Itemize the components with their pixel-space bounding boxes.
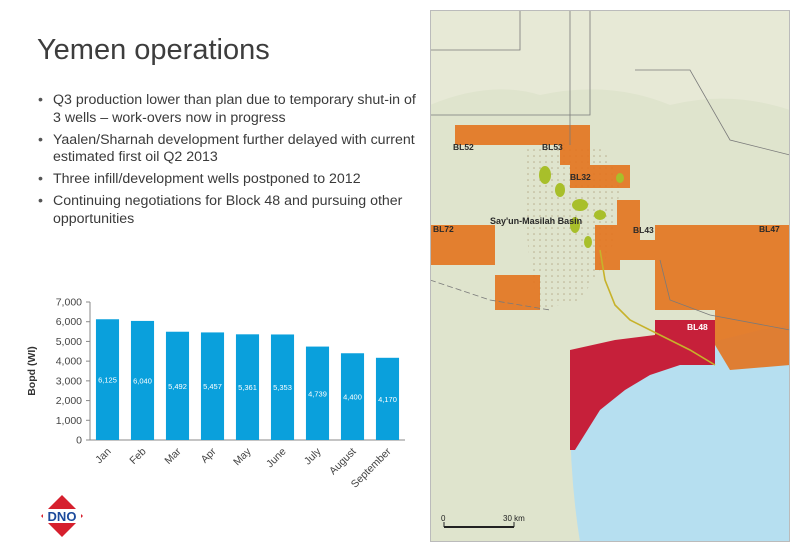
block-label-bl72: BL72 [433, 224, 454, 234]
block-bl43-a [595, 200, 640, 240]
y-tick-label: 4,000 [56, 356, 82, 368]
bar-value-label: 4,400 [343, 393, 362, 402]
bullet-text: Yaalen/Sharnah development further delay… [53, 131, 415, 166]
y-tick-label: 6,000 [56, 316, 82, 328]
scale-start-label: 0 [441, 514, 446, 523]
oil-field [572, 199, 588, 211]
y-tick-label: 0 [76, 435, 82, 447]
oil-field [584, 236, 592, 248]
oil-fields [539, 166, 624, 248]
y-axis-label: Bopd (WI) [26, 346, 38, 396]
bar-value-label: 6,040 [133, 376, 152, 385]
block-bl48 [570, 320, 715, 450]
pipeline [599, 249, 716, 366]
block-label-bl53: BL53 [542, 142, 563, 152]
x-tick-label: Apr [199, 445, 219, 465]
bullet-item: • Three infill/development wells postpone… [38, 171, 361, 188]
block-label-bl52: BL52 [453, 142, 474, 152]
oil-field [555, 183, 565, 197]
x-tick-label: Feb [127, 446, 148, 467]
bar-value-label: 6,125 [98, 376, 117, 385]
y-tick-label: 1,000 [56, 415, 82, 427]
bullet-text: Continuing negotiations for Block 48 and… [53, 193, 403, 228]
bar-value-label: 5,457 [203, 382, 222, 391]
page-title: Yemen operations [37, 34, 270, 66]
scale-end-label: 30 km [503, 514, 525, 523]
dno-logo: DNO [41, 495, 83, 537]
bullet-item: • Continuing negotiations for Block 48 an… [38, 193, 403, 228]
bullet-text: Three infill/development wells postponed… [53, 171, 361, 188]
bullet-item: • Q3 production lower than plan due to te… [38, 92, 416, 126]
block-bl52 [455, 125, 530, 145]
bar [270, 334, 295, 440]
bar [165, 331, 190, 440]
bar [375, 357, 400, 440]
bullet-item: • Yaalen/Sharnah development further dela… [38, 131, 415, 166]
basin-label: Say'un-Masilah Basin [490, 216, 582, 226]
y-tick-label: 5,000 [56, 336, 82, 348]
oil-field [616, 173, 624, 183]
oil-field [594, 210, 606, 220]
bar [95, 319, 120, 440]
bar-value-label: 5,353 [273, 383, 292, 392]
bar-value-label: 5,361 [238, 383, 257, 392]
block-label-bl47: BL47 [759, 224, 780, 234]
bar [130, 320, 155, 440]
x-tick-label: May [231, 445, 254, 468]
bar-value-label: 4,170 [378, 395, 397, 404]
boundary-lines [430, 10, 790, 331]
bullet-text: Q3 production lower than plan due to tem… [53, 92, 416, 126]
bar [200, 332, 225, 440]
bar [235, 334, 260, 440]
x-tick-label: June [264, 446, 289, 471]
y-tick-label: 3,000 [56, 375, 82, 387]
oil-field [539, 166, 551, 184]
block-bl32 [570, 165, 630, 188]
bar-value-label: 4,739 [308, 389, 327, 398]
scale-bar: 0 30 km [441, 514, 525, 528]
x-tick-label: Jan [93, 446, 114, 467]
block-bl43 [595, 240, 655, 270]
block-label-bl48: BL48 [687, 322, 708, 332]
block-label-bl32: BL32 [570, 172, 591, 182]
block-label-bl43: BL43 [633, 225, 654, 235]
bar [305, 346, 330, 440]
production-bar-chart: 0 1,000 2,000 3,000 4,000 5,000 6,000 7,000 Bopd… [26, 297, 405, 490]
x-tick-label: July [302, 445, 324, 467]
bar [340, 353, 365, 440]
x-tick-label: Mar [162, 445, 184, 467]
logo-text: DNO [48, 509, 77, 524]
block-bl72 [430, 225, 540, 310]
block-bl47 [655, 225, 790, 370]
block-bl53 [530, 125, 590, 165]
y-tick-label: 2,000 [56, 395, 82, 407]
yemen-block-map: BL52 BL53 BL32 BL72 BL43 BL47 BL48 Say'u… [430, 10, 790, 542]
y-tick-label: 7,000 [56, 297, 82, 309]
x-tick-label: August [327, 446, 359, 478]
bar-value-label: 5,492 [168, 382, 187, 391]
bullet-list: • Q3 production lower than plan due to te… [37, 92, 417, 233]
oil-field [570, 217, 580, 233]
